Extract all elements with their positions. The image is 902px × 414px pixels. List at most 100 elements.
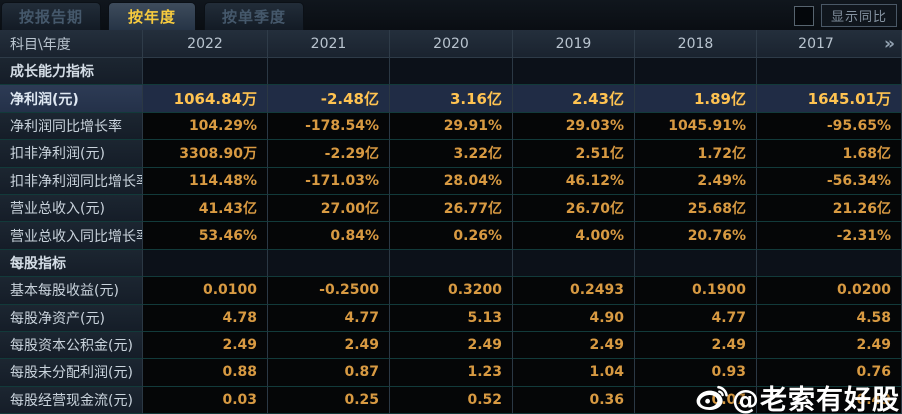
show-yoy-checkbox[interactable] bbox=[793, 5, 814, 26]
cell-value: 25.68亿 bbox=[635, 194, 757, 223]
cell-value: 4.78 bbox=[143, 304, 268, 332]
tab-by-quarter[interactable]: 按单季度 bbox=[204, 2, 304, 30]
row-label: 扣非净利润(元) bbox=[0, 140, 143, 168]
cell-value: 2.49 bbox=[635, 331, 757, 360]
cell-value bbox=[757, 249, 902, 278]
row-label: 基本每股收益(元) bbox=[0, 277, 143, 305]
cell-value: 21.26亿 bbox=[757, 194, 902, 223]
tabbar-controls: 显示同比 bbox=[793, 4, 902, 27]
year-header-2019: 2019 bbox=[513, 30, 635, 57]
table-header-row: 科目\年度 2022 2021 2020 2019 2018 2017 » bbox=[0, 30, 902, 58]
more-columns-icon[interactable]: » bbox=[884, 33, 895, 54]
table-row: 扣非净利润(元) 3308.90万 -2.29亿 3.22亿 2.51亿 1.72亿 1.6… bbox=[0, 140, 902, 168]
year-header-2020: 2020 bbox=[390, 30, 513, 57]
cell-value: 0.03 bbox=[143, 386, 268, 414]
table-row: 营业总收入同比增长率 53.46% 0.84% 0.26% 4.00% 20.76% -2.… bbox=[0, 222, 902, 250]
cell-value: 0.26% bbox=[390, 222, 513, 250]
cell-value: -2.48亿 bbox=[268, 85, 390, 113]
cell-value: 1645.01万 bbox=[757, 85, 902, 113]
cell-value: 0.76 bbox=[757, 359, 902, 387]
cell-value: 1.72亿 bbox=[635, 140, 757, 168]
cell-value: -178.54% bbox=[268, 112, 390, 141]
cell-value: 0.93 bbox=[635, 359, 757, 387]
cell-value: 4.00% bbox=[513, 222, 635, 250]
cell-value: 26.70亿 bbox=[513, 194, 635, 223]
cell-value: 1045.91% bbox=[635, 112, 757, 141]
section-row: 成长能力指标 bbox=[0, 58, 902, 86]
row-label: 净利润同比增长率 bbox=[0, 112, 143, 141]
indicator-table: 科目\年度 2022 2021 2020 2019 2018 2017 » 成长… bbox=[0, 30, 902, 414]
year-header-label: 2017 bbox=[798, 35, 834, 52]
table-row: 净利润同比增长率 104.29% -178.54% 29.91% 29.03% 1045.… bbox=[0, 112, 902, 141]
cell-value: 29.91% bbox=[390, 112, 513, 141]
cell-value bbox=[635, 249, 757, 278]
table-row: 基本每股收益(元) 0.0100 -0.2500 0.3200 0.2493 0.1900… bbox=[0, 277, 902, 305]
year-header-2017: 2017 » bbox=[757, 30, 902, 57]
cell-value: 3.16亿 bbox=[390, 85, 513, 113]
cell-value: 29.03% bbox=[513, 112, 635, 141]
cell-value: 2.49 bbox=[390, 331, 513, 360]
year-header-2018: 2018 bbox=[635, 30, 757, 57]
cell-value: -171.03% bbox=[268, 167, 390, 195]
year-header-2021: 2021 bbox=[268, 30, 390, 57]
table-row: 营业总收入(元) 41.43亿 27.00亿 26.77亿 26.70亿 25.68亿 21… bbox=[0, 194, 902, 223]
tab-bar: 按报告期 按年度 按单季度 显示同比 bbox=[0, 0, 902, 30]
cell-value: 41.43亿 bbox=[143, 194, 268, 223]
cell-value bbox=[268, 249, 390, 278]
cell-value: 26.77亿 bbox=[390, 194, 513, 223]
row-label: 每股经营现金流(元) bbox=[0, 386, 143, 414]
cell-value: 2.49% bbox=[635, 167, 757, 195]
row-label: 扣非净利润同比增长率 bbox=[0, 167, 143, 195]
table-row: 每股资本公积金(元) 2.49 2.49 2.49 2.49 2.49 2.49 bbox=[0, 331, 902, 360]
table-row: 每股未分配利润(元) 0.88 0.87 1.23 1.04 0.93 0.76 bbox=[0, 359, 902, 387]
cell-value: 2.49 bbox=[757, 331, 902, 360]
section-row: 每股指标 bbox=[0, 249, 902, 278]
tab-by-year[interactable]: 按年度 bbox=[108, 2, 196, 30]
cell-value: 20.76% bbox=[635, 222, 757, 250]
cell-value: 0.49 bbox=[757, 386, 902, 414]
cell-value bbox=[390, 58, 513, 86]
watermark-text: @老索有好股 bbox=[732, 384, 900, 414]
cell-value bbox=[513, 58, 635, 86]
cell-value: 3308.90万 bbox=[143, 140, 268, 168]
cell-value: 2.49 bbox=[268, 331, 390, 360]
cell-value bbox=[268, 58, 390, 86]
cell-value: 5.13 bbox=[390, 304, 513, 332]
cell-value: -2.31% bbox=[757, 222, 902, 250]
row-label: 每股指标 bbox=[0, 249, 143, 278]
cell-value: 0.84% bbox=[268, 222, 390, 250]
cell-value: 1064.84万 bbox=[143, 85, 268, 113]
cell-value bbox=[513, 249, 635, 278]
cell-value: 2.43亿 bbox=[513, 85, 635, 113]
cell-value: 1.89亿 bbox=[635, 85, 757, 113]
cell-value bbox=[635, 58, 757, 86]
cell-value: 2.49 bbox=[143, 331, 268, 360]
show-yoy-label[interactable]: 显示同比 bbox=[820, 4, 897, 27]
table-row: 每股经营现金流(元) 0.03 0.25 0.52 0.36 0.07 0.49 bbox=[0, 386, 902, 414]
table-row: 每股净资产(元) 4.78 4.77 5.13 4.90 4.77 4.58 bbox=[0, 304, 902, 332]
cell-value: 53.46% bbox=[143, 222, 268, 250]
tab-by-report-period[interactable]: 按报告期 bbox=[1, 2, 101, 30]
cell-value: 4.77 bbox=[635, 304, 757, 332]
table-row: 净利润(元) 1064.84万 -2.48亿 3.16亿 2.43亿 1.89亿 1645.… bbox=[0, 85, 902, 113]
cell-value: 1.68亿 bbox=[757, 140, 902, 168]
corner-header: 科目\年度 bbox=[0, 30, 143, 57]
row-label: 每股净资产(元) bbox=[0, 304, 143, 332]
row-label: 净利润(元) bbox=[0, 85, 143, 113]
cell-value: 2.49 bbox=[513, 331, 635, 360]
cell-value: 0.88 bbox=[143, 359, 268, 387]
cell-value: 2.51亿 bbox=[513, 140, 635, 168]
cell-value: 46.12% bbox=[513, 167, 635, 195]
cell-value: -0.2500 bbox=[268, 277, 390, 305]
cell-value: 0.2493 bbox=[513, 277, 635, 305]
cell-value: 0.87 bbox=[268, 359, 390, 387]
cell-value: 0.0100 bbox=[143, 277, 268, 305]
cell-value: 0.52 bbox=[390, 386, 513, 414]
cell-value: 1.23 bbox=[390, 359, 513, 387]
row-label: 每股资本公积金(元) bbox=[0, 331, 143, 360]
cell-value: 4.90 bbox=[513, 304, 635, 332]
table-body: 成长能力指标 净利润(元) 1064.84万 -2.48亿 3.16亿 2.43亿 1.89… bbox=[0, 58, 902, 414]
watermark: @老索有好股 bbox=[695, 380, 900, 414]
cell-value: 3.22亿 bbox=[390, 140, 513, 168]
